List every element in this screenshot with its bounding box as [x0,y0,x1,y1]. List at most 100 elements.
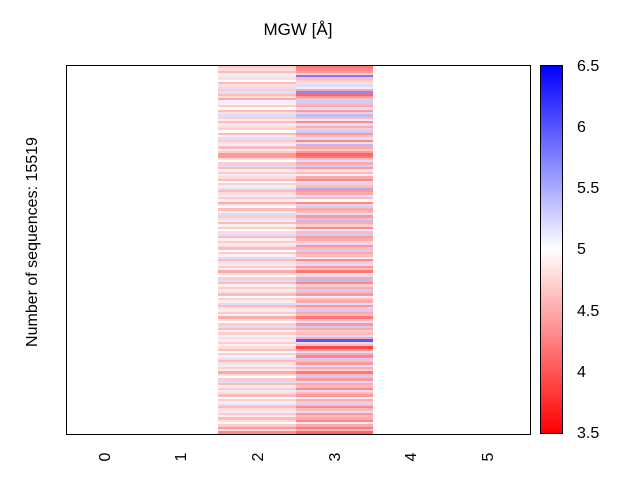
heatmap-cell [295,302,373,305]
x-tick-label: 5 [480,452,497,462]
heatmap-cell [295,327,373,331]
heatmap-cell [295,284,373,287]
heatmap-row [218,153,373,156]
heatmap-row [218,286,373,289]
heatmap-row [218,401,373,404]
heatmap-cell [218,431,296,434]
heatmap-cell [295,128,373,131]
heatmap-row [218,233,373,236]
heatmap-cell [295,360,373,363]
heatmap-row [218,382,373,386]
heatmap-cell [218,270,296,273]
heatmap-row [218,350,373,354]
heatmap-cell [295,291,373,294]
heatmap-cell [295,79,373,83]
heatmap-cell [218,387,296,390]
heatmap-cell [295,66,373,69]
heatmap-cell [295,320,373,324]
heatmap-cell [218,261,296,264]
heatmap-cell [218,72,296,76]
heatmap-cell [295,164,373,168]
heatmap-cell [218,330,296,333]
y-axis-label: Number of sequences: 15519 [24,137,41,347]
heatmap-row [218,364,373,367]
heatmap-cell [218,249,296,253]
heatmap-cell [218,350,296,354]
heatmap-cell [218,263,296,266]
heatmap-row [218,114,373,117]
heatmap-cell [295,275,373,278]
heatmap-cell [295,125,373,129]
heatmap-cell [218,150,296,154]
heatmap-cell [295,196,373,200]
heatmap-cell [218,215,296,218]
heatmap-cell [295,256,373,259]
heatmap-cell [218,116,296,119]
heatmap-cell [295,279,373,282]
heatmap-cell [295,173,373,177]
heatmap-row [218,242,373,246]
heatmap-cell [218,346,296,349]
heatmap-row [218,348,373,351]
heatmap-row [218,275,373,278]
heatmap-row [218,293,373,296]
heatmap-cell [295,157,373,161]
heatmap-row [218,396,373,400]
heatmap-cell [218,362,296,365]
heatmap-cell [218,382,296,386]
heatmap-cell [218,132,296,135]
heatmap-cell [295,167,373,170]
heatmap-row [218,302,373,305]
heatmap-cell [218,279,296,282]
heatmap-row [218,192,373,195]
heatmap-cell [218,222,296,225]
heatmap-cell [218,217,296,220]
heatmap-row [218,297,373,301]
heatmap-row [218,318,373,321]
heatmap-cell [218,180,296,184]
heatmap-cell [218,256,296,259]
heatmap-cell [218,247,296,250]
heatmap-cell [295,309,373,312]
heatmap-cell [295,242,373,246]
heatmap-cell [218,176,296,179]
heatmap-cell [218,360,296,363]
heatmap-row [218,217,373,220]
heatmap-row [218,229,373,232]
heatmap-cell [295,270,373,273]
heatmap-cell [218,160,296,163]
heatmap-row [218,394,373,397]
colorbar-tick-label: 4.5 [577,302,600,320]
heatmap-cell [295,325,373,328]
heatmap-row [218,224,373,227]
heatmap-row [218,417,373,420]
heatmap-cell [218,155,296,158]
heatmap-cell [218,405,296,409]
heatmap-cell [295,224,373,227]
heatmap-row [218,399,373,402]
heatmap-row [218,105,373,108]
heatmap-cell [295,102,373,106]
heatmap-cell [295,385,373,388]
heatmap-cell [218,408,296,411]
heatmap-cell [218,343,296,347]
heatmap-row [218,277,373,280]
heatmap-row [218,261,373,264]
heatmap-cell [218,213,296,216]
heatmap-cell [295,252,373,255]
heatmap-cell [218,128,296,131]
heatmap-cell [295,130,373,133]
heatmap-cell [295,107,373,110]
heatmap-cell [218,173,296,177]
heatmap-cell [218,316,296,319]
heatmap-cell [295,116,373,119]
heatmap-cell [218,252,296,255]
heatmap-row [218,219,373,223]
heatmap-cell [295,95,373,99]
heatmap-cell [218,169,296,172]
heatmap-cell [295,222,373,225]
heatmap-cell [218,332,296,335]
heatmap-cell [218,318,296,321]
heatmap-cell [295,415,373,418]
heatmap-cell [295,348,373,351]
